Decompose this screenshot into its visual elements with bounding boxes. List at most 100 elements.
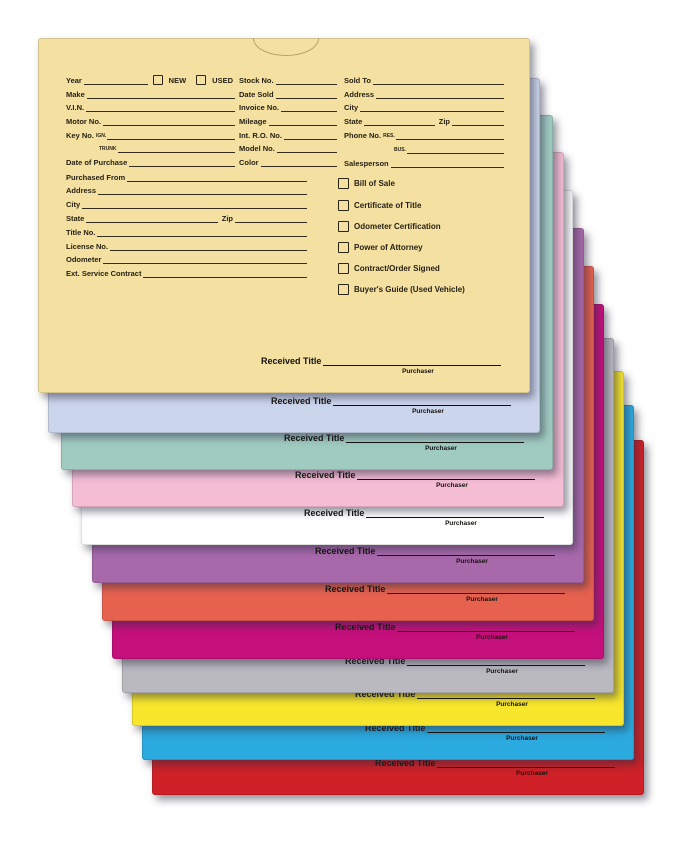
purchaser-label: Purchaser (425, 445, 457, 452)
form-row-key-no-ign: Key No. IGN. (66, 129, 235, 140)
checkbox-icon (338, 178, 349, 189)
field-line (260, 166, 337, 167)
form-row-vin: V.I.N. (66, 101, 235, 112)
checkbox-label: Contract/Order Signed (354, 264, 440, 273)
form-row-motor-no: Motor No. (66, 115, 235, 126)
field-label: State (344, 117, 363, 126)
field-line (276, 152, 337, 153)
checkbox-icon (152, 75, 163, 85)
field-label: Mileage (239, 117, 267, 126)
purchaser-label: Purchaser (456, 558, 488, 565)
checkbox-icon (338, 284, 349, 295)
form-row-date-of-purchase: Date of Purchase (66, 156, 235, 167)
field-label: Address (344, 90, 375, 99)
field-line (98, 194, 307, 195)
form-row-sold-state-zip: State Zip (344, 115, 504, 126)
field-sublabel: BUS. (394, 147, 406, 153)
field-label: Color (239, 158, 259, 167)
checkbox-item-power-of-attorney: Power of Attorney (338, 242, 523, 253)
field-line (103, 263, 307, 264)
field-sublabel: TRUNK (99, 146, 117, 152)
checkbox-item-certificate-of-title: Certificate of Title (338, 200, 523, 211)
received-title-label: Received Title (345, 656, 406, 666)
field-line (107, 139, 235, 140)
field-line (86, 111, 235, 112)
form-row-phone-res: Phone No. RES. (344, 129, 504, 140)
purchaser-label: Purchaser (496, 701, 528, 708)
checkbox-icon (196, 75, 207, 85)
field-line (268, 125, 337, 126)
field-line (360, 111, 504, 112)
signature-line (387, 593, 565, 594)
form-row-ext-service-contract: Ext. Service Contract (66, 267, 307, 278)
received-title-label: Received Title (375, 758, 436, 768)
received-title-row: Received Title (355, 687, 595, 699)
condition-label: USED (212, 76, 233, 85)
field-label: Salesperson (344, 159, 389, 168)
signature-line (366, 517, 544, 518)
field-line (83, 84, 148, 85)
received-title-label: Received Title (284, 433, 345, 443)
received-title-row: Received Title (284, 431, 524, 443)
checkbox-icon (338, 263, 349, 274)
purchaser-label: Purchaser (506, 735, 538, 742)
signature-line (377, 555, 555, 556)
field-line (376, 98, 504, 99)
signature-line (427, 732, 605, 733)
field-label: City (344, 103, 359, 112)
purchaser-label: Purchaser (466, 596, 498, 603)
form-row-date-sold: Date Sold (239, 88, 337, 99)
field-line (127, 181, 307, 182)
form-row-purchased-from: Purchased From (66, 171, 307, 182)
field-line (406, 153, 504, 154)
form-row-state-zip: State Zip (66, 212, 307, 223)
field-line (97, 236, 307, 237)
received-title-row: Received Title (375, 756, 615, 768)
form-row-color: Color (239, 156, 337, 167)
field-line (82, 208, 307, 209)
field-label: Date Sold (239, 90, 274, 99)
field-line (390, 167, 504, 168)
received-title-label: Received Title (315, 546, 376, 556)
checkbox-icon (338, 221, 349, 232)
received-title-row: Received Title (261, 354, 501, 366)
field-label: Phone No. (344, 131, 382, 140)
field-label: Stock No. (239, 76, 274, 85)
signature-line (417, 698, 595, 699)
field-label: Title No. (66, 228, 96, 237)
field-label: Purchased From (66, 173, 126, 182)
purchaser-label: Purchaser (412, 408, 444, 415)
purchaser-label: Purchaser (476, 634, 508, 641)
received-title-row: Received Title (325, 582, 565, 594)
form-row-city: City (66, 198, 307, 209)
field-line (129, 166, 235, 167)
checkbox-item-bill-of-sale: Bill of Sale (338, 178, 523, 189)
checkbox-item-odometer-certification: Odometer Certification (338, 221, 523, 232)
form-row-sold-to: Sold To (344, 74, 504, 85)
envelope-flap-arc (253, 38, 319, 56)
received-title-row: Received Title (315, 544, 555, 556)
field-line (235, 222, 307, 223)
field-sublabel: RES. (383, 133, 395, 139)
received-title-row: Received Title (295, 468, 535, 480)
checkbox-icon (338, 200, 349, 211)
field-label: License No. (66, 242, 109, 251)
checkbox-label: Certificate of Title (354, 201, 422, 210)
signature-line (323, 365, 501, 366)
field-label: Key No. (66, 131, 94, 140)
field-label: City (66, 200, 81, 209)
field-line (117, 152, 235, 153)
received-title-label: Received Title (365, 723, 426, 733)
form-row-odometer: Odometer (66, 253, 307, 264)
form-row-salesperson: Salesperson (344, 157, 504, 168)
received-title-row: Received Title (365, 721, 605, 733)
field-line (103, 125, 235, 126)
checkbox-label: Buyer's Guide (Used Vehicle) (354, 285, 465, 294)
field-line (275, 84, 337, 85)
form-row-sold-address: Address (344, 88, 504, 99)
signature-line (346, 442, 524, 443)
field-line (395, 139, 504, 140)
received-title-label: Received Title (335, 622, 396, 632)
field-line (372, 84, 504, 85)
field-label: State (66, 214, 85, 223)
